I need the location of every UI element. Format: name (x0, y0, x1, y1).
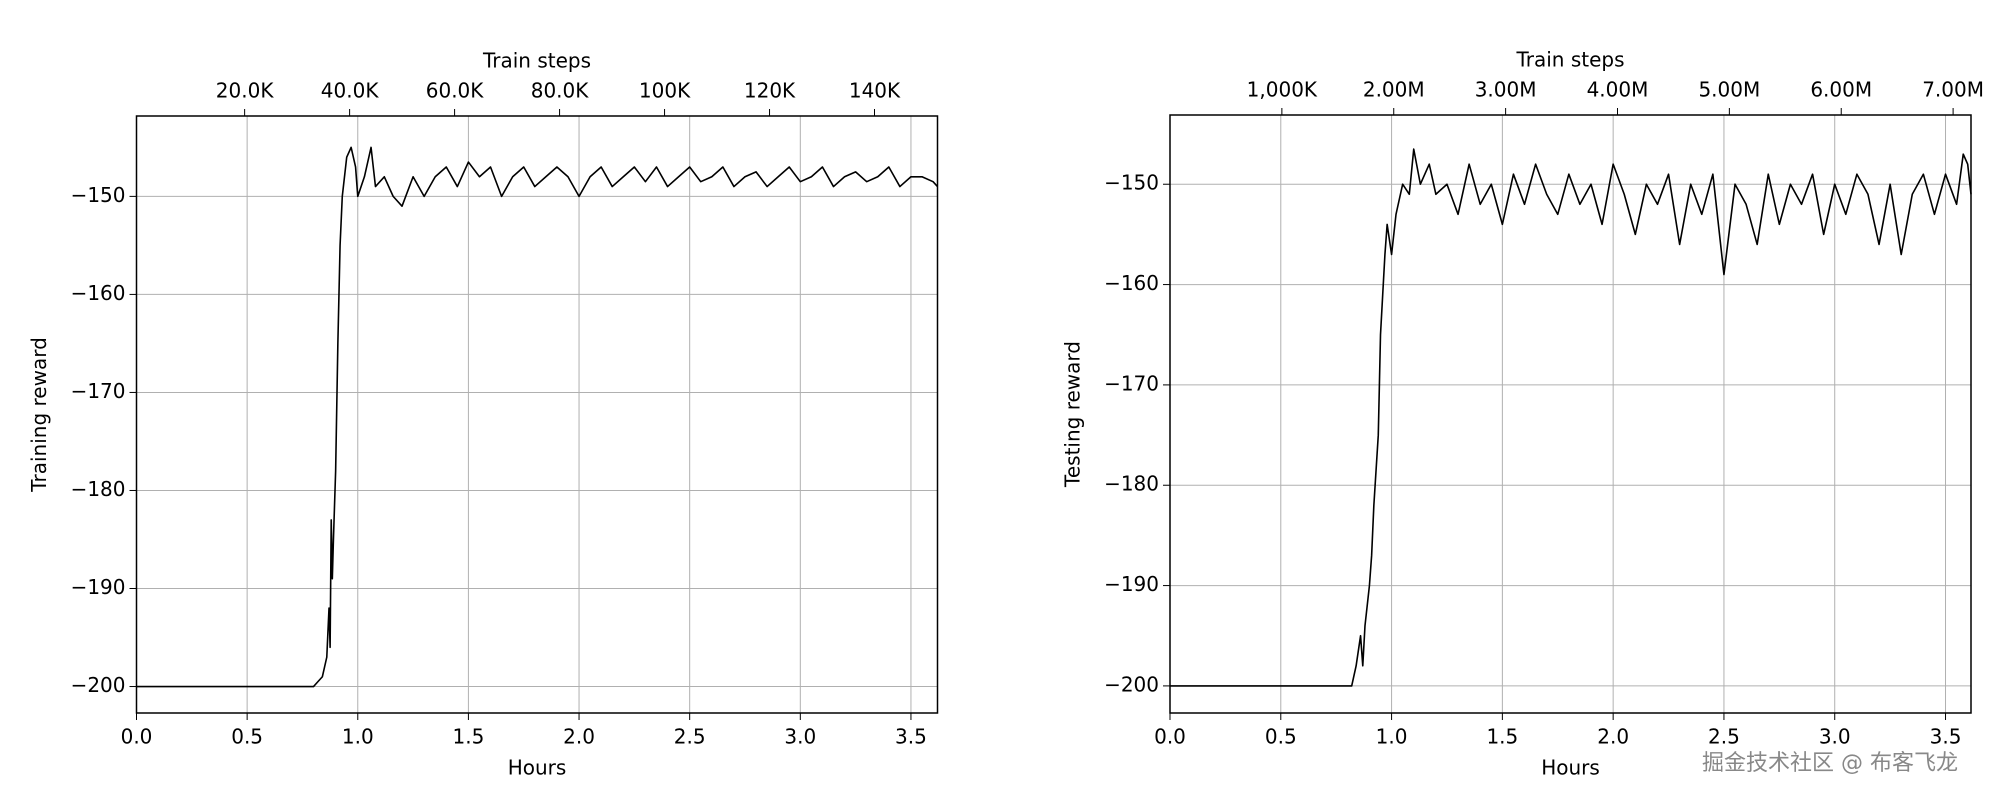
x-tick-label: 0.5 (1265, 725, 1297, 749)
y-tick-label: −170 (1104, 371, 1159, 395)
x-tick-label: 2.0 (1597, 725, 1629, 749)
x2-tick-label: 40.0K (321, 79, 380, 103)
x2-tick-label: 5.00M (1698, 78, 1760, 102)
x-tick-label: 3.5 (895, 725, 927, 749)
x-tick-label: 0.0 (1154, 725, 1186, 749)
y-tick-label: −170 (71, 379, 126, 403)
x-tick-label: 1.0 (1376, 725, 1408, 749)
x2-tick-label: 60.0K (426, 79, 485, 103)
x2-tick-label: 6.00M (1810, 78, 1872, 102)
y-tick-label: −150 (71, 183, 126, 207)
y-tick-label: −190 (1104, 572, 1159, 596)
x2-tick-label: 4.00M (1587, 78, 1649, 102)
x-tick-label: 0.5 (231, 725, 263, 749)
y-tick-label: −150 (1104, 171, 1159, 195)
y-tick-label: −160 (1104, 271, 1159, 295)
x-tick-label: 3.5 (1930, 725, 1962, 749)
x-tick-label: 3.0 (784, 725, 816, 749)
y-axis-label: Training reward (27, 337, 51, 493)
x2-tick-label: 2.00M (1363, 78, 1425, 102)
x-tick-label: 3.0 (1819, 725, 1851, 749)
x-tick-label: 0.0 (121, 725, 153, 749)
plot-frame (1169, 114, 1972, 714)
x-axis-label: Hours (508, 756, 567, 780)
x2-tick-label: 7.00M (1922, 78, 1984, 102)
x2-tick-label: 140K (849, 79, 901, 103)
y-axis-label: Testing reward (1061, 341, 1085, 488)
plot-frame (135, 115, 939, 714)
y-tick-label: −200 (71, 673, 126, 697)
watermark: 掘金技术社区 @ 布客飞龙 (1702, 751, 1958, 776)
line-series (1170, 148, 1972, 687)
y-tick-label: −180 (1104, 472, 1159, 496)
x2-tick-label: 80.0K (531, 79, 590, 103)
x-tick-label: 1.5 (452, 725, 484, 749)
y-tick-label: −190 (71, 575, 126, 599)
x2-axis-label: Train steps (1515, 48, 1624, 72)
x-tick-label: 2.5 (674, 725, 706, 749)
x-tick-label: 2.0 (563, 725, 595, 749)
x2-tick-label: 100K (639, 79, 691, 103)
x2-tick-label: 20.0K (216, 79, 275, 103)
y-tick-label: −180 (71, 477, 126, 501)
line-series (136, 146, 939, 688)
y-tick-label: −200 (1104, 672, 1159, 696)
x-tick-label: 1.0 (342, 725, 374, 749)
y-tick-label: −160 (71, 281, 126, 305)
x2-axis-label: Train steps (482, 49, 591, 73)
x2-tick-label: 1,000K (1247, 78, 1318, 102)
x2-tick-label: 120K (744, 79, 796, 103)
x-axis-label: Hours (1541, 756, 1600, 780)
x-tick-label: 1.5 (1486, 725, 1518, 749)
x-tick-label: 2.5 (1708, 725, 1740, 749)
x2-tick-label: 3.00M (1475, 78, 1537, 102)
